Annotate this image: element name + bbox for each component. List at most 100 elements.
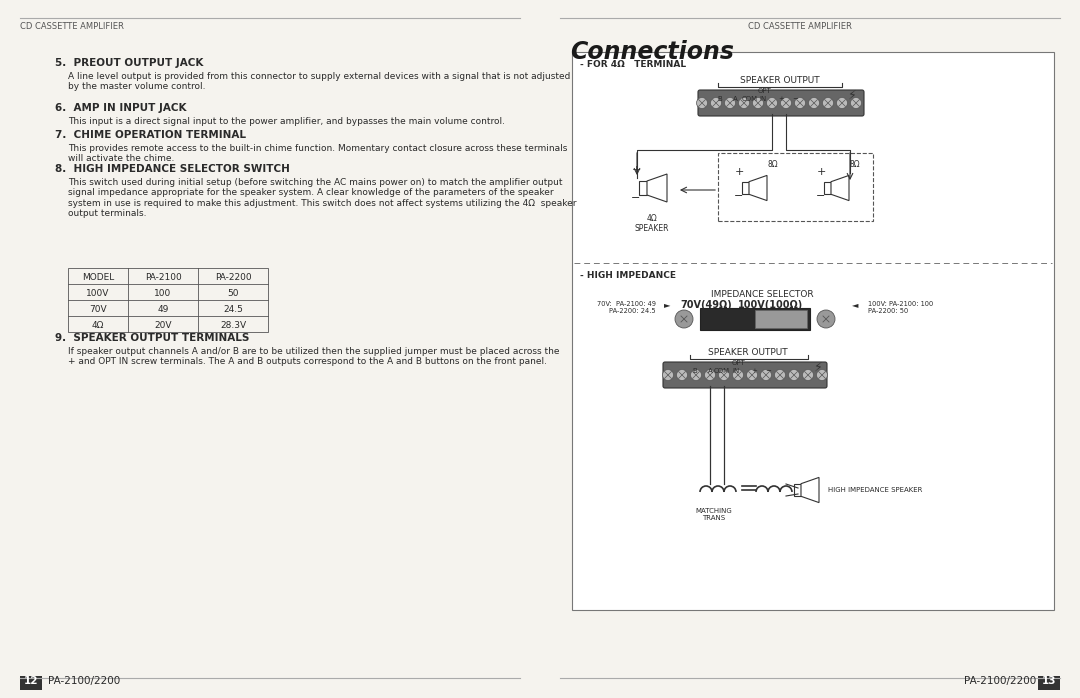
Circle shape [774, 369, 785, 380]
Text: 70V: 70V [90, 306, 107, 315]
Text: 70V:  PA-2100: 49
PA-2200: 24.5: 70V: PA-2100: 49 PA-2200: 24.5 [597, 301, 656, 314]
Text: IN: IN [732, 368, 740, 374]
Text: This input is a direct signal input to the power amplifier, and bypasses the mai: This input is a direct signal input to t… [68, 117, 505, 126]
Text: ⚡: ⚡ [848, 89, 856, 102]
Circle shape [662, 369, 674, 380]
Text: −: − [765, 368, 771, 374]
Text: IN: IN [759, 96, 767, 102]
Text: SPEAKER OUTPUT: SPEAKER OUTPUT [740, 76, 820, 85]
Text: HIGH IMPEDANCE SPEAKER: HIGH IMPEDANCE SPEAKER [828, 487, 922, 493]
Text: 8.  HIGH IMPEDANCE SELECTOR SWITCH: 8. HIGH IMPEDANCE SELECTOR SWITCH [55, 164, 289, 174]
Text: SPEAKER OUTPUT: SPEAKER OUTPUT [708, 348, 787, 357]
Circle shape [795, 98, 806, 108]
Circle shape [816, 369, 827, 380]
Text: 100V: 100V [86, 290, 110, 299]
Circle shape [816, 310, 835, 328]
Text: 20V: 20V [154, 322, 172, 330]
Text: A: A [732, 96, 738, 102]
Text: 12: 12 [24, 676, 38, 686]
Text: 4Ω: 4Ω [92, 322, 104, 330]
Bar [700, 308, 810, 330]
Circle shape [704, 369, 715, 380]
Text: 6.  AMP IN INPUT JACK: 6. AMP IN INPUT JACK [55, 103, 187, 113]
Text: B: B [717, 96, 723, 102]
FancyBboxPatch shape [663, 362, 827, 388]
Circle shape [697, 98, 707, 108]
Text: IMPEDANCE SELECTOR: IMPEDANCE SELECTOR [711, 290, 813, 299]
Text: −: − [792, 96, 798, 102]
Text: CD CASSETTE AMPLIFIER: CD CASSETTE AMPLIFIER [748, 22, 852, 31]
Text: 7.  CHIME OPERATION TERMINAL: 7. CHIME OPERATION TERMINAL [55, 130, 246, 140]
Text: OPT: OPT [731, 360, 745, 366]
Circle shape [788, 369, 799, 380]
Text: 49: 49 [158, 306, 168, 315]
Bar [794, 484, 801, 496]
FancyBboxPatch shape [698, 90, 864, 116]
Text: If speaker output channels A and/or B are to be utilized then the supplied jumpe: If speaker output channels A and/or B ar… [68, 347, 559, 366]
Text: MATCHING
TRANS: MATCHING TRANS [696, 508, 732, 521]
Text: COM: COM [742, 96, 758, 102]
Circle shape [718, 369, 729, 380]
Text: A line level output is provided from this connector to supply external devices w: A line level output is provided from thi… [68, 72, 570, 91]
Text: Connections: Connections [570, 40, 734, 64]
Circle shape [851, 98, 862, 108]
Text: +: + [816, 167, 826, 177]
Circle shape [753, 98, 764, 108]
Text: 9.  SPEAKER OUTPUT TERMINALS: 9. SPEAKER OUTPUT TERMINALS [55, 333, 249, 343]
Text: PA-2200: PA-2200 [215, 274, 252, 283]
Circle shape [823, 98, 834, 108]
Text: B: B [692, 368, 698, 374]
Text: PA-2100/2200: PA-2100/2200 [48, 676, 120, 686]
Text: 8Ω: 8Ω [850, 160, 861, 169]
Circle shape [767, 98, 778, 108]
Text: 24.5: 24.5 [224, 306, 243, 315]
Bar [639, 181, 647, 195]
Text: PA-2100/2200: PA-2100/2200 [963, 676, 1036, 686]
Bar [755, 310, 807, 328]
Text: 5.  PREOUT OUTPUT JACK: 5. PREOUT OUTPUT JACK [55, 58, 203, 68]
Circle shape [732, 369, 743, 380]
Bar [21, 676, 42, 690]
Text: +: + [632, 165, 640, 175]
Text: COM: COM [714, 368, 730, 374]
Circle shape [809, 98, 820, 108]
Text: 28.3V: 28.3V [220, 322, 246, 330]
Circle shape [739, 98, 750, 108]
Polygon shape [750, 175, 767, 200]
Circle shape [675, 310, 693, 328]
Text: 13: 13 [1042, 676, 1056, 686]
Text: 100V: PA-2100: 100
PA-2200: 50: 100V: PA-2100: 100 PA-2200: 50 [868, 301, 933, 314]
Text: - FOR 4Ω   TERMINAL: - FOR 4Ω TERMINAL [580, 60, 686, 69]
Circle shape [781, 98, 792, 108]
Text: This switch used during initial setup (before switching the AC mains power on) t: This switch used during initial setup (b… [68, 178, 577, 218]
Circle shape [802, 369, 813, 380]
Circle shape [725, 98, 735, 108]
Text: +: + [778, 96, 784, 102]
Bar [718, 153, 873, 221]
Bar [742, 181, 750, 194]
Text: 8Ω: 8Ω [768, 160, 779, 169]
Text: 100: 100 [154, 290, 172, 299]
Text: −: − [734, 191, 744, 201]
Bar [1038, 676, 1059, 690]
Text: 70V(49Ω): 70V(49Ω) [680, 300, 732, 310]
Circle shape [760, 369, 771, 380]
Circle shape [711, 98, 721, 108]
Text: −: − [632, 193, 640, 203]
Text: CD CASSETTE AMPLIFIER: CD CASSETTE AMPLIFIER [21, 22, 124, 31]
Text: ⚡: ⚡ [814, 361, 823, 374]
Circle shape [837, 98, 848, 108]
Circle shape [690, 369, 702, 380]
Text: 4Ω
SPEAKER: 4Ω SPEAKER [635, 214, 670, 233]
Bar [68, 268, 268, 332]
Text: OPT: OPT [757, 88, 771, 94]
Polygon shape [831, 175, 849, 200]
Text: ►: ► [664, 301, 671, 309]
Circle shape [676, 369, 688, 380]
Text: PA-2100: PA-2100 [145, 274, 181, 283]
Text: - HIGH IMPEDANCE: - HIGH IMPEDANCE [580, 271, 676, 280]
Text: −: − [816, 191, 826, 201]
Bar [824, 181, 831, 194]
Circle shape [746, 369, 757, 380]
Bar [572, 52, 1054, 610]
